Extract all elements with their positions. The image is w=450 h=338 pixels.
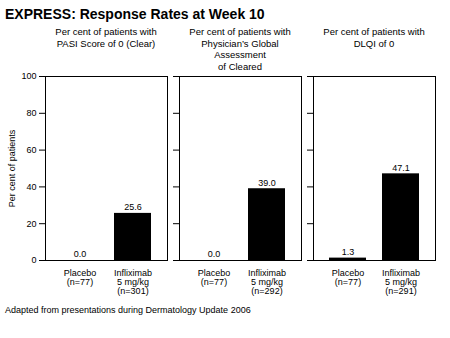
svg-text:47.1: 47.1: [392, 163, 410, 173]
html-text:EXPRESS: Response Rates at Wee: EXPRESS: Response Rates at Week 10: [5, 6, 265, 22]
svg-text:0.0: 0.0: [74, 249, 87, 259]
svg-text:1.3: 1.3: [342, 247, 355, 257]
svg-text:0: 0: [31, 255, 36, 265]
svg-text:39.0: 39.0: [258, 178, 276, 188]
html-text:Per cent of patients with PASI: Per cent of patients with PASI Score of …: [55, 26, 157, 49]
svg-text:40: 40: [26, 182, 36, 192]
svg-text:25.6: 25.6: [124, 202, 142, 212]
svg-text:Infliximab5 mg/kg(n=292): Infliximab5 mg/kg(n=292): [248, 268, 286, 296]
svg-text:Infliximab5 mg/kg(n=291): Infliximab5 mg/kg(n=291): [382, 268, 420, 296]
svg-text:Placebo(n=77): Placebo(n=77): [64, 268, 97, 287]
svg-text:20: 20: [26, 219, 36, 229]
svg-text:Per cent of patients: Per cent of patients: [7, 129, 17, 207]
svg-text:80: 80: [26, 108, 36, 118]
html-text:Per cent of patients with Phys: Per cent of patients with Physician’s Gl…: [189, 26, 291, 72]
svg-text:Placebo(n=77): Placebo(n=77): [198, 268, 231, 287]
svg-text:100: 100: [21, 71, 36, 81]
svg-text:60: 60: [26, 145, 36, 155]
svg-text:Infliximab5 mg/kg(n=301): Infliximab5 mg/kg(n=301): [114, 268, 152, 296]
html-text:Adapted from presentations dur: Adapted from presentations during Dermat…: [5, 305, 251, 315]
svg-text:Placebo(n=77): Placebo(n=77): [332, 268, 365, 287]
html-text:Per cent of patients with DLQI: Per cent of patients with DLQI of 0: [323, 26, 425, 49]
svg-text:0.0: 0.0: [208, 249, 221, 259]
